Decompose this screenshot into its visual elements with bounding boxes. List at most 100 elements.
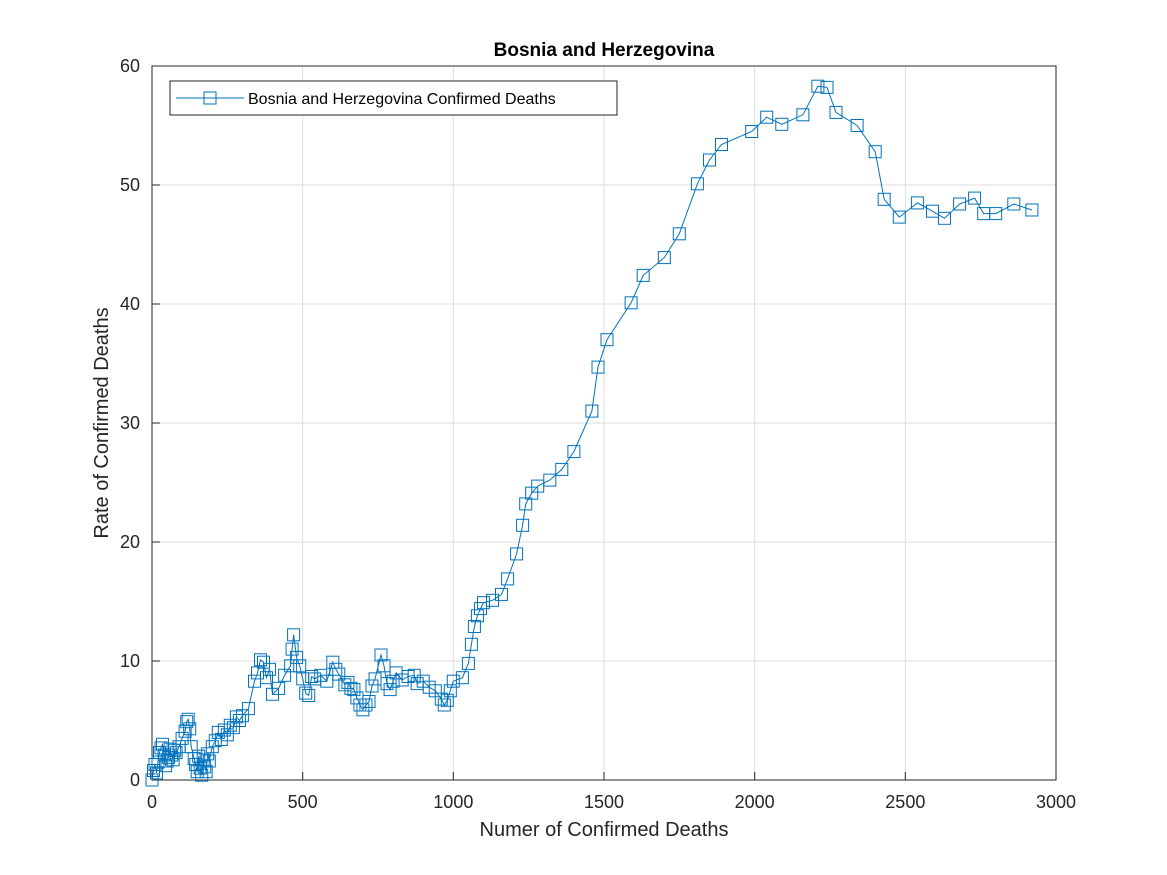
x-axis-label: Numer of Confirmed Deaths: [480, 819, 729, 841]
data-point: [383, 683, 397, 697]
x-tick-label: 500: [288, 792, 318, 812]
data-point: [168, 743, 182, 757]
data-point: [374, 648, 388, 662]
data-point: [260, 671, 273, 685]
x-tick-label: 3000: [1036, 792, 1076, 812]
data-point: [1007, 197, 1021, 211]
data-point: [600, 333, 614, 347]
data-point: [775, 117, 789, 131]
chart-title: Bosnia and Herzegovina: [494, 40, 715, 61]
data-point: [567, 445, 581, 459]
data-point: [715, 138, 728, 151]
data-point: [760, 110, 774, 124]
data-point: [543, 473, 557, 487]
y-tick-label: 60: [120, 56, 140, 76]
legend-label: Bosnia and Herzegovina Confirmed Deaths: [248, 91, 556, 108]
data-point: [175, 731, 189, 745]
y-tick-label: 10: [120, 651, 140, 671]
data-point: [910, 196, 924, 210]
data-point: [938, 211, 951, 225]
x-tick-label: 1000: [433, 792, 473, 812]
data-point: [199, 765, 213, 779]
data-point: [510, 547, 524, 561]
x-tick-label: 0: [147, 792, 157, 812]
data-point: [241, 702, 255, 716]
data-point: [180, 715, 194, 729]
y-tick-label: 20: [120, 532, 140, 552]
data-point: [461, 656, 475, 670]
data-point: [989, 207, 1003, 221]
data-point: [796, 108, 810, 122]
data-point: [377, 659, 391, 673]
data-point: [470, 609, 484, 623]
y-tick-label: 50: [120, 175, 140, 195]
y-axis-ticks: 0 10 20 30 40 50 60: [120, 56, 160, 790]
data-point: [455, 671, 469, 685]
series-line: [151, 85, 1033, 781]
data-point: [672, 227, 686, 241]
data-point: [501, 572, 515, 586]
data-point: [285, 642, 299, 656]
data-point: [703, 153, 716, 167]
data-point: [365, 679, 379, 693]
data-point: [154, 741, 168, 755]
data-point: [926, 204, 939, 218]
data-point: [467, 620, 481, 633]
data-point: [585, 404, 599, 418]
data-point: [657, 251, 671, 265]
data-point: [320, 674, 334, 688]
data-point: [287, 628, 301, 642]
y-tick-label: 40: [120, 294, 140, 314]
legend-marker-icon: [203, 91, 217, 105]
data-point: [892, 210, 906, 224]
x-axis-ticks: 0 500 1000 1500 2000 2500 3000: [147, 772, 1076, 812]
legend: Bosnia and Herzegovina Confirmed Deaths: [169, 80, 618, 116]
data-point: [636, 268, 650, 282]
series-group: [145, 79, 1039, 787]
data-point: [362, 695, 376, 708]
data-point: [1025, 203, 1039, 217]
legend-box: [169, 80, 618, 116]
data-point: [302, 689, 316, 702]
data-point: [263, 662, 276, 676]
data-point: [829, 105, 843, 119]
data-point: [437, 698, 451, 712]
data-point: [254, 653, 267, 667]
x-tick-label: 2000: [735, 792, 775, 812]
data-point: [145, 773, 159, 787]
data-point: [877, 192, 891, 206]
data-point: [347, 683, 361, 697]
x-tick-label: 2500: [885, 792, 925, 812]
data-point: [195, 768, 209, 782]
data-point: [329, 662, 343, 676]
data-point: [464, 637, 478, 651]
data-point: [359, 698, 373, 712]
data-point: [477, 596, 490, 610]
y-axis-label: Rate of Confirmed Deaths: [91, 307, 113, 538]
data-point: [555, 462, 569, 476]
x-tick-label: 1500: [584, 792, 624, 812]
data-point: [232, 714, 246, 727]
data-point: [591, 360, 605, 374]
data-point: [290, 650, 304, 664]
data-point: [624, 296, 638, 310]
data-point: [166, 753, 180, 767]
data-point: [181, 712, 195, 726]
data-point: [305, 670, 319, 683]
data-point: [820, 80, 834, 94]
data-point: [495, 587, 508, 601]
data-point: [868, 145, 882, 159]
data-point: [150, 766, 163, 780]
data-point: [745, 125, 759, 138]
data-point: [811, 79, 825, 93]
data-point: [201, 747, 215, 761]
data-point: [165, 748, 179, 762]
data-point: [183, 722, 197, 736]
data-point: [850, 119, 864, 132]
data-point: [443, 684, 457, 698]
data-point: [272, 681, 286, 695]
data-point: [293, 659, 307, 673]
data-point: [299, 686, 313, 700]
data-point: [386, 674, 400, 688]
